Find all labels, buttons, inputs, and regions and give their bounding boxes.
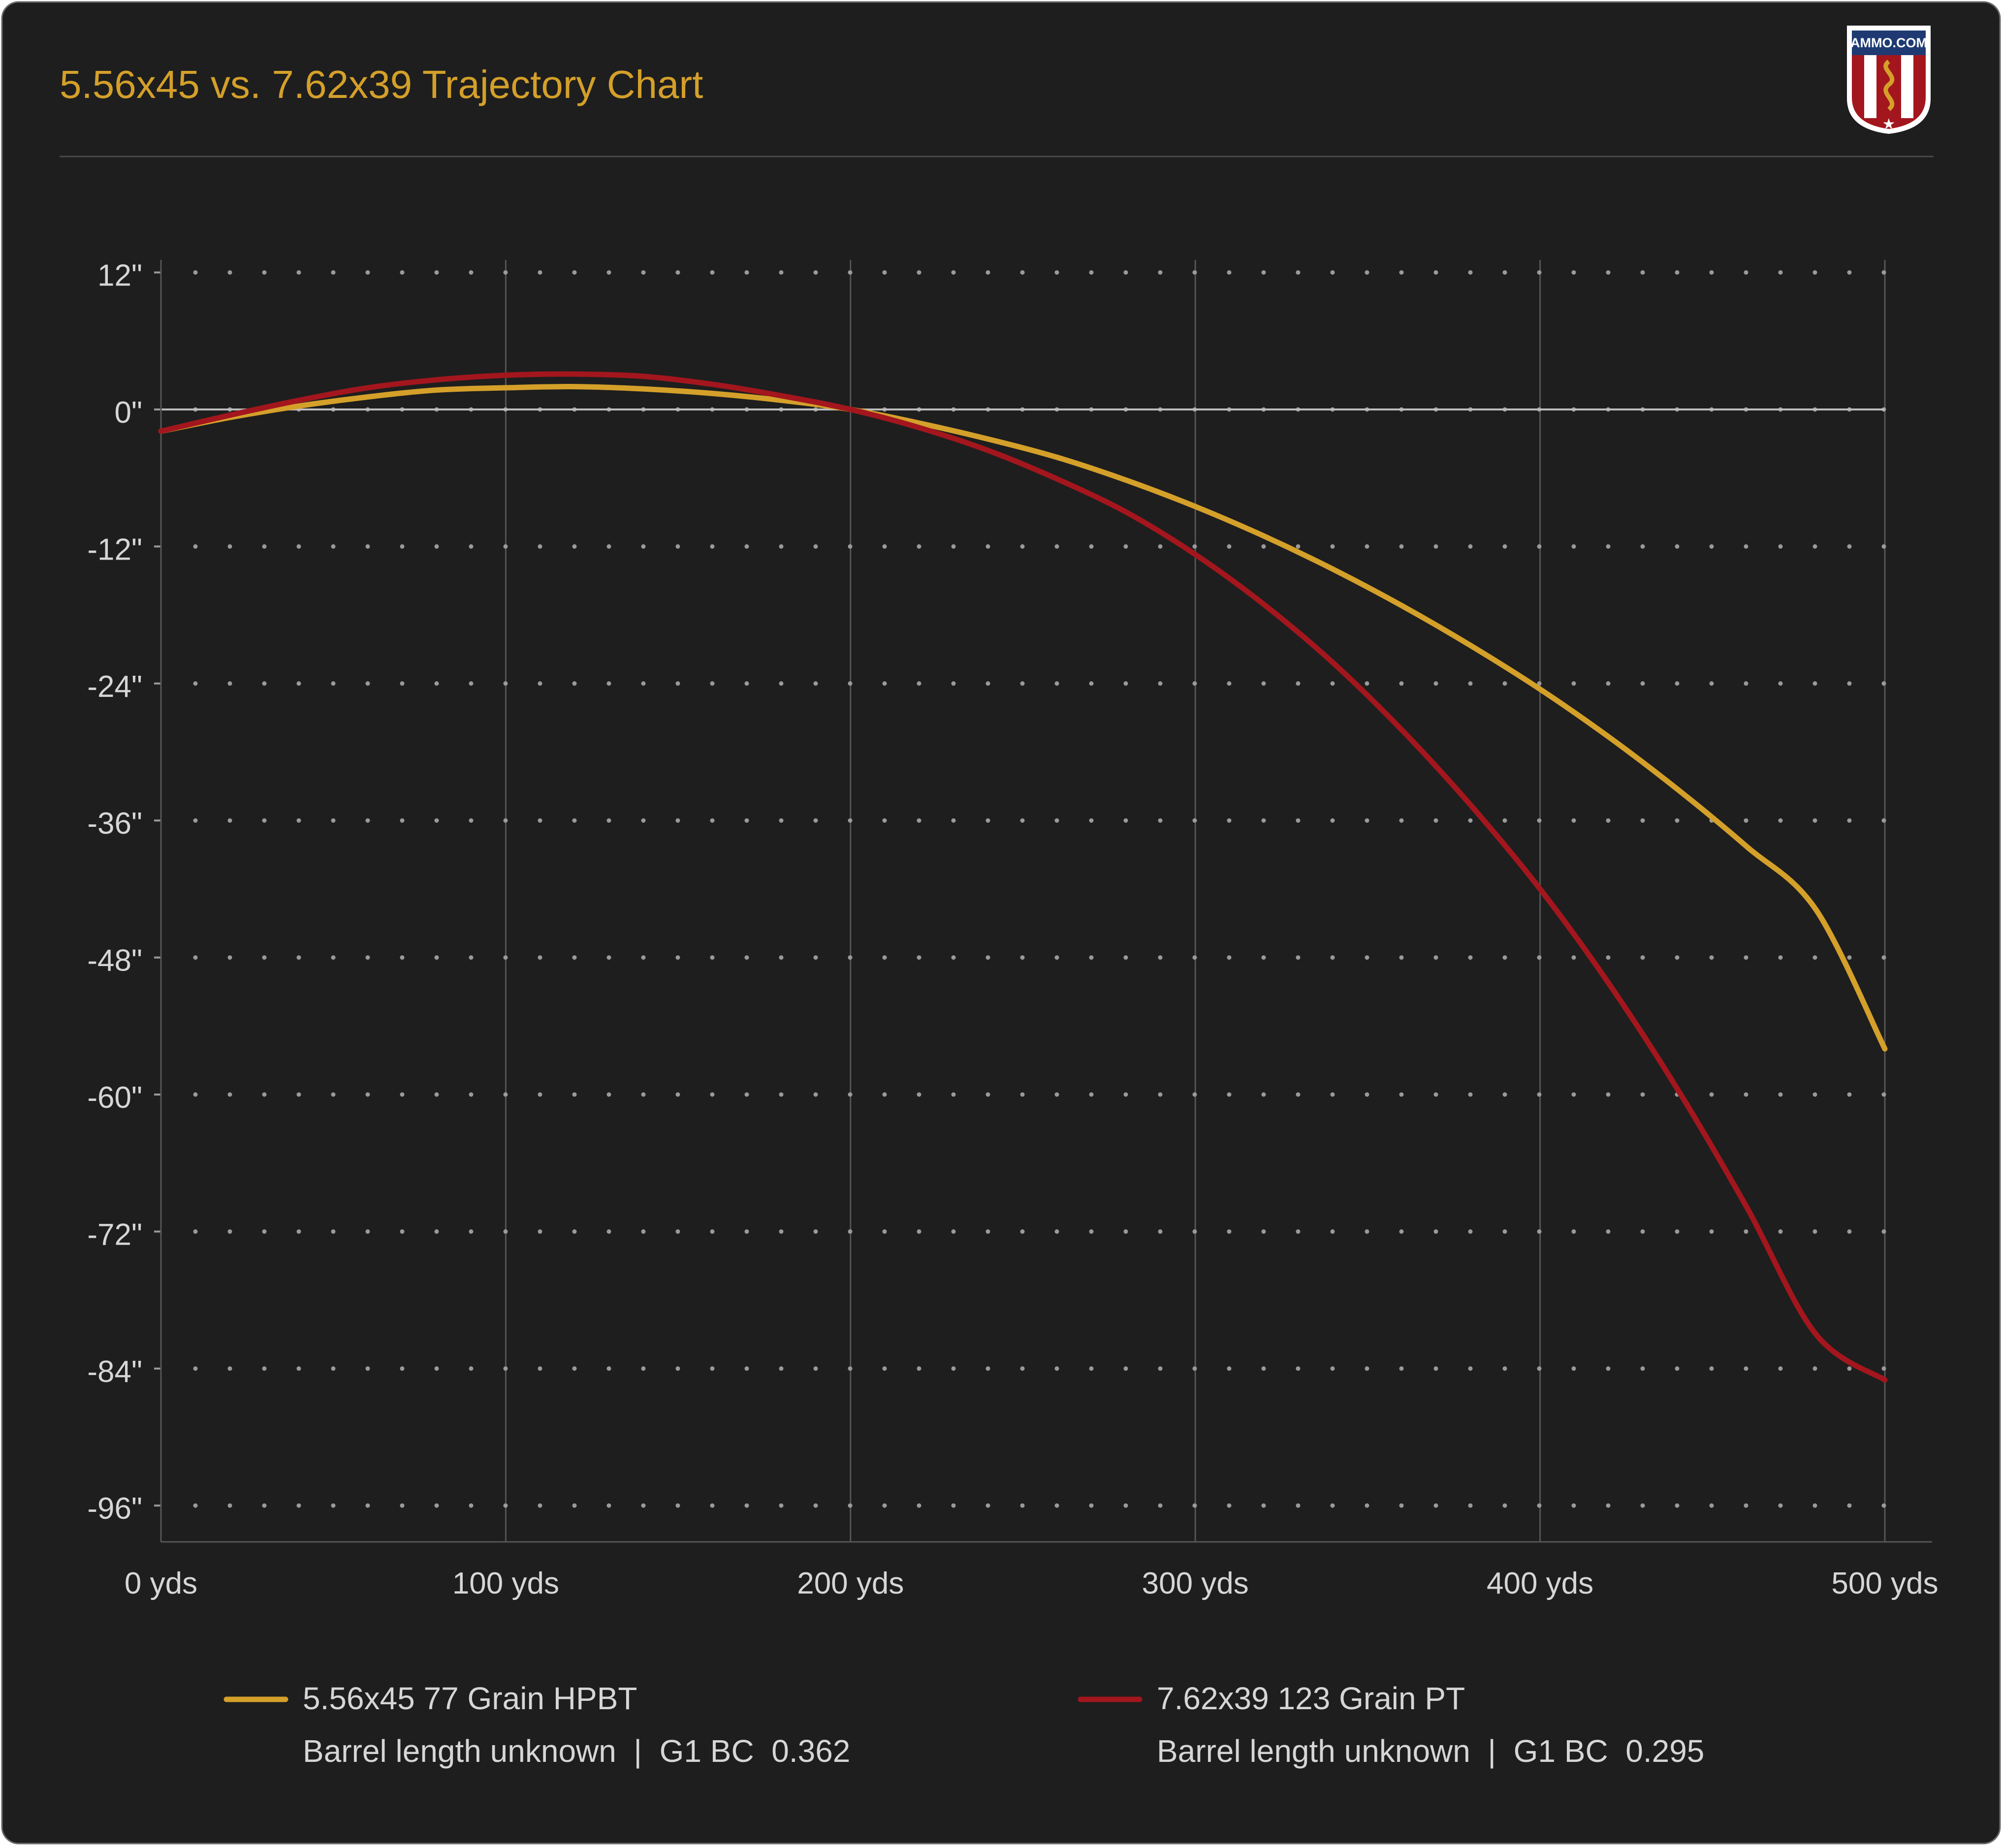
shield-stripe-icon <box>1901 55 1913 118</box>
y-tick-label: 0" <box>115 396 143 430</box>
legend-series-name: 7.62x39 123 Grain PT <box>1157 1681 1465 1716</box>
shield-stripe-icon <box>1864 55 1876 118</box>
y-tick-label: -12" <box>87 532 142 566</box>
x-tick-label: 200 yds <box>797 1566 904 1600</box>
x-tick-label: 400 yds <box>1487 1566 1593 1600</box>
legend: 5.56x45 77 Grain HPBT Barrel length unkno… <box>223 1681 1704 1769</box>
y-tick-label: 12" <box>97 259 142 293</box>
series-lines <box>158 371 1888 1383</box>
x-tick-label: 0 yds <box>125 1566 197 1600</box>
y-tick-label: -36" <box>87 807 142 841</box>
y-tick-label: -24" <box>87 670 142 704</box>
ammo-logo: AMMO.COM ★ <box>1847 26 1931 134</box>
y-tick-label: -48" <box>87 944 142 978</box>
series-line-1 <box>158 384 1888 1052</box>
y-tick-label: -72" <box>87 1218 142 1252</box>
grid <box>154 260 1887 1542</box>
legend-series-name: 5.56x45 77 Grain HPBT <box>303 1681 637 1716</box>
y-tick-label: -96" <box>87 1492 142 1526</box>
logo-text: AMMO.COM <box>1850 35 1927 50</box>
y-tick-label: -60" <box>87 1081 142 1115</box>
x-axis-tick-labels: 0 yds 100 yds 200 yds 300 yds 400 yds 500 yds <box>125 1566 1938 1600</box>
star-icon: ★ <box>1882 116 1896 132</box>
y-axis-tick-labels: 12" 0" -12" -24" -36" -48" -60" -72" -84" -96" <box>87 259 142 1526</box>
chart-title: 5.56x45 vs. 7.62x39 Trajectory Chart <box>60 63 703 106</box>
shield-banner-icon <box>1852 31 1926 55</box>
x-tick-label: 300 yds <box>1142 1566 1249 1600</box>
x-tick-label: 500 yds <box>1831 1566 1938 1600</box>
x-tick-label: 100 yds <box>452 1566 559 1600</box>
legend-series-detail: Barrel length unknown | G1 BC 0.295 <box>1157 1733 1704 1769</box>
legend-series-detail: Barrel length unknown | G1 BC 0.362 <box>303 1733 850 1769</box>
y-tick-label: -84" <box>87 1355 142 1389</box>
axes <box>160 260 1932 1543</box>
snake-icon <box>1883 60 1895 111</box>
series-line-2 <box>158 371 1888 1383</box>
